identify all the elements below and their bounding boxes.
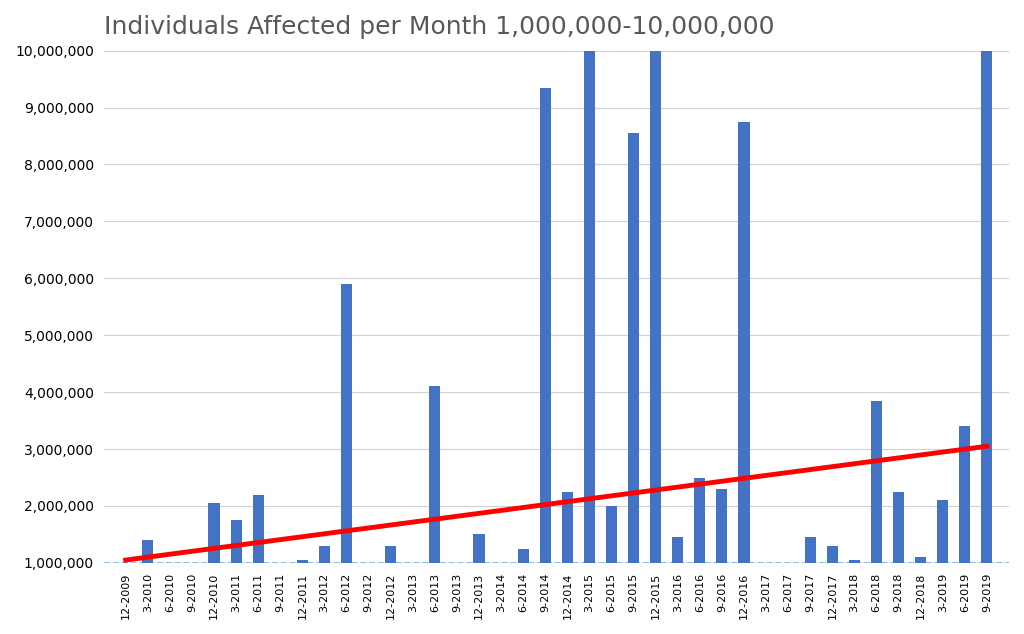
Bar — [672, 537, 683, 620]
Bar — [981, 51, 992, 620]
Bar — [849, 560, 860, 620]
Bar — [871, 401, 882, 620]
Bar — [694, 477, 706, 620]
Bar — [915, 557, 926, 620]
Bar — [738, 122, 750, 620]
Bar — [540, 87, 551, 620]
Bar — [717, 489, 727, 620]
Bar — [562, 492, 572, 620]
Text: Individuals Affected per Month 1,000,000-10,000,000: Individuals Affected per Month 1,000,000… — [103, 15, 774, 39]
Bar — [230, 521, 242, 620]
Bar — [606, 506, 617, 620]
Bar — [318, 546, 330, 620]
Bar — [297, 560, 308, 620]
Bar — [473, 534, 484, 620]
Bar — [628, 133, 639, 620]
Bar — [253, 495, 264, 620]
Bar — [650, 51, 662, 620]
Bar — [805, 537, 816, 620]
Bar — [518, 548, 528, 620]
Bar — [893, 492, 904, 620]
Bar — [584, 51, 595, 620]
Bar — [959, 426, 971, 620]
Bar — [937, 500, 948, 620]
Bar — [429, 387, 440, 620]
Bar — [385, 546, 396, 620]
Bar — [142, 540, 154, 620]
Bar — [826, 546, 838, 620]
Bar — [341, 284, 352, 620]
Bar — [209, 503, 219, 620]
